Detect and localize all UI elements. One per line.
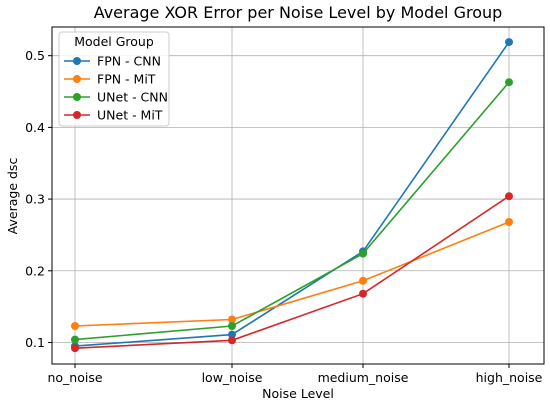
data-point: [505, 78, 513, 87]
legend-swatch-marker: [73, 111, 81, 119]
y-tick-label: 0.3: [25, 192, 45, 207]
legend: Model Group FPN - CNN FPN - MiT UNet - CNN U…: [58, 31, 170, 127]
series-line: [74, 195, 510, 349]
data-point: [228, 322, 236, 330]
data-point: [228, 336, 236, 345]
x-tick-label: medium_noise: [318, 370, 409, 385]
data-point: [505, 218, 513, 226]
legend-label: UNet - MiT: [97, 108, 163, 123]
x-tick-label: no_noise: [47, 370, 102, 385]
data-point: [228, 330, 236, 339]
legend-label: FPN - MiT: [97, 72, 156, 87]
plot-frame: [51, 26, 545, 365]
chart-title: Average XOR Error per Noise Level by Mod…: [94, 3, 503, 22]
data-point: [505, 192, 513, 201]
legend-box: [58, 31, 170, 127]
y-tick-label: 0.4: [25, 120, 45, 135]
legend-label: UNet - CNN: [97, 90, 168, 105]
series-line: [74, 221, 510, 327]
data-point: [359, 289, 367, 298]
data-point: [505, 38, 513, 47]
axis-ticks: no_noise low_noise medium_noise high_noise 0…: [25, 48, 543, 385]
legend-title: Model Group: [74, 34, 154, 49]
legend-swatch-marker: [73, 93, 81, 101]
series-line: [74, 81, 510, 341]
y-tick-label: 0.5: [25, 48, 45, 63]
y-tick-label: 0.2: [25, 263, 45, 278]
data-point: [359, 249, 367, 258]
series-line: [74, 41, 510, 347]
x-axis-label: Noise Level: [262, 386, 334, 401]
x-tick-label: high_noise: [476, 370, 543, 385]
data-point: [71, 322, 79, 330]
legend-swatch-marker: [73, 75, 81, 83]
data-point: [71, 335, 79, 344]
legend-label: FPN - CNN: [97, 54, 161, 69]
x-tick-label: low_noise: [202, 370, 263, 385]
y-tick-label: 0.1: [25, 335, 45, 350]
y-axis-label: Average dsc: [5, 158, 20, 235]
data-point: [71, 344, 79, 353]
data-point: [228, 315, 236, 324]
legend-swatch-marker: [73, 57, 81, 65]
data-point: [359, 276, 367, 285]
series-group: [71, 38, 513, 353]
